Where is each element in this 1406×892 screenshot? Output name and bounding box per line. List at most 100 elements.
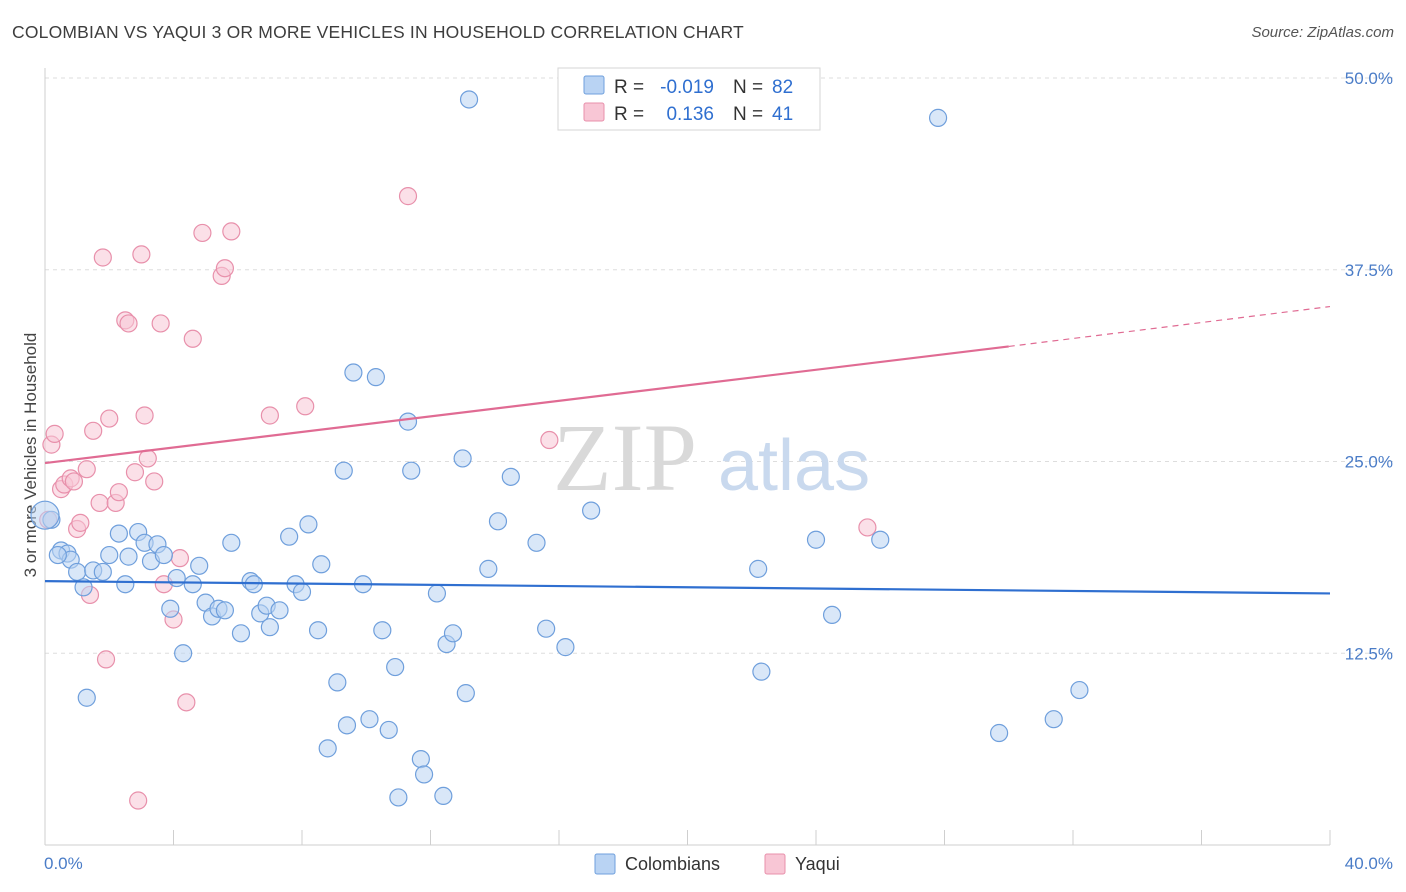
colombians-point (167, 568, 186, 588)
colombians-point (928, 108, 948, 127)
colombians-point (752, 662, 771, 681)
y-tick-label: 50.0% (1345, 69, 1393, 88)
colombians-point (456, 684, 475, 703)
colombians-point (389, 788, 408, 807)
legend-n-value-colombians: 82 (772, 77, 793, 98)
colombians-point (100, 545, 119, 565)
colombians-point (74, 578, 93, 597)
yaqui-point (193, 223, 212, 243)
yaqui-point (96, 650, 116, 669)
yaqui-trend-line-extension (1008, 305, 1331, 348)
colombians-point (373, 621, 392, 640)
colombians-point (231, 624, 251, 643)
colombians-point (48, 545, 67, 565)
colombians-point (161, 599, 180, 618)
y-tick-labels: 12.5% 25.0% 37.5% 50.0% (1345, 69, 1393, 663)
yaqui-point (100, 409, 119, 428)
chart-title: COLOMBIAN VS YAQUI 3 OR MORE VEHICLES IN… (12, 22, 744, 42)
colombians-point (109, 524, 128, 543)
bottom-legend-swatch-yaqui (764, 853, 786, 875)
yaqui-point (540, 430, 559, 450)
yaqui-point (138, 449, 157, 468)
legend-swatch-yaqui (583, 102, 605, 122)
yaqui-point (45, 424, 64, 443)
colombians-point (183, 575, 202, 594)
colombians-point (280, 527, 299, 546)
colombians-point (154, 545, 173, 565)
colombians-point (312, 555, 331, 574)
colombians-point (334, 461, 353, 480)
legend-r-value-yaqui: 0.136 (666, 104, 714, 125)
yaqui-point (260, 406, 279, 425)
colombians-point (366, 368, 385, 387)
colombians-point (93, 562, 112, 582)
colombians-point (174, 644, 193, 663)
colombians-point (360, 710, 379, 729)
legend-r-value-colombians: -0.019 (660, 77, 714, 98)
yaqui-point (145, 472, 164, 491)
colombians-point (190, 556, 209, 575)
colombians-point (308, 621, 328, 640)
legend-n-label-yaqui: N = (733, 104, 763, 125)
colombians-trend-line (44, 580, 1331, 595)
colombians-point (488, 512, 508, 531)
colombians-point (337, 716, 357, 735)
colombians-point (379, 720, 398, 740)
y-tick-label: 37.5% (1345, 261, 1393, 280)
colombians-point (434, 786, 453, 806)
yaqui-trend-line (44, 345, 1009, 465)
yaqui-point (93, 248, 112, 267)
yaqui-point (84, 421, 103, 440)
colombians-point (402, 461, 421, 480)
colombians-point (749, 559, 768, 578)
yaqui-point (398, 187, 418, 206)
colombians-point (386, 657, 405, 677)
yaqui-point (183, 329, 202, 348)
yaqui-point (222, 222, 241, 241)
yaqui-point (71, 513, 90, 532)
legend-n-value-yaqui: 41 (772, 104, 793, 125)
gridlines (45, 77, 1393, 654)
bottom-legend: Colombians Yaqui (594, 853, 840, 875)
colombians-point (318, 739, 337, 758)
colombians-point (527, 533, 546, 552)
yaqui-point (77, 460, 96, 479)
y-tick-label: 12.5% (1345, 644, 1393, 663)
legend-r-label-colombians: R = (614, 77, 644, 98)
x-tick-label-max: 40.0% (1345, 854, 1393, 873)
watermark: ZIP atlas (553, 404, 870, 511)
colombians-point (398, 412, 418, 431)
y-axis-title: 3 or more Vehicles in Household (21, 333, 40, 578)
legend-swatch-colombians (583, 75, 605, 95)
colombians-point (990, 723, 1009, 743)
yaqui-point (132, 245, 151, 264)
watermark-zip: ZIP (553, 404, 697, 511)
colombians-point (215, 601, 234, 620)
legend-n-label-colombians: N = (733, 77, 763, 98)
colombians-point (414, 765, 434, 784)
colombians-point (77, 688, 96, 707)
colombians-point (871, 530, 890, 549)
yaqui-point (858, 518, 877, 537)
y-tick-label: 25.0% (1345, 453, 1393, 472)
yaqui-point (119, 314, 138, 333)
yaqui-point (170, 549, 190, 568)
colombians-point (1070, 680, 1089, 700)
x-tick-label-min: 0.0% (44, 854, 83, 873)
colombians-point (30, 500, 60, 530)
colombians-point (260, 618, 279, 637)
colombians-point (479, 559, 498, 578)
yaqui-point (151, 314, 170, 333)
bottom-legend-swatch-colombians (594, 853, 616, 875)
colombians-point (501, 467, 520, 486)
colombians-point (1044, 710, 1063, 729)
colombians-point (328, 673, 347, 692)
yaqui-point (177, 693, 196, 712)
yaqui-point (215, 259, 234, 278)
legend-r-label-yaqui: R = (614, 104, 644, 125)
bottom-legend-yaqui: Yaqui (795, 854, 840, 874)
colombians-point (806, 530, 826, 549)
colombians-point (582, 501, 601, 520)
colombians-point (411, 749, 430, 769)
